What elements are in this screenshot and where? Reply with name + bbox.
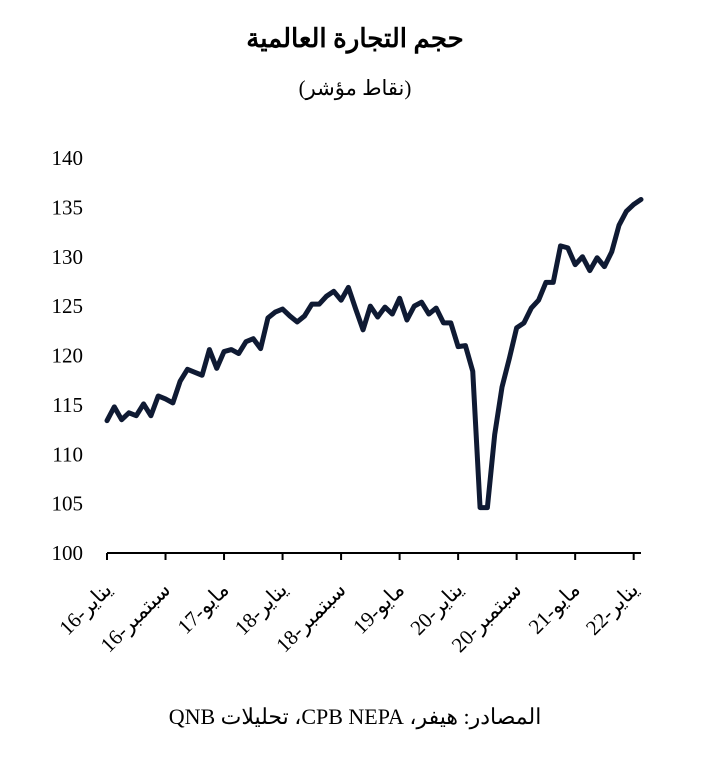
y-tick-label: 120 bbox=[52, 344, 84, 368]
y-axis-ticks: 100 105 110 115 120 125 130 135 140 bbox=[52, 146, 84, 565]
y-tick-label: 100 bbox=[52, 541, 84, 565]
x-tick-label: مايو-21 bbox=[524, 578, 586, 640]
x-tick-label: مايو-17 bbox=[173, 578, 235, 640]
y-tick-label: 125 bbox=[52, 294, 84, 318]
chart-subtitle: (نقاط مؤشر) bbox=[298, 76, 412, 100]
y-tick-label: 105 bbox=[52, 492, 84, 516]
y-tick-label: 135 bbox=[52, 195, 84, 219]
series-line bbox=[104, 196, 644, 511]
y-tick-label: 140 bbox=[52, 146, 84, 170]
source-note: المصادر: هيفر، CPB NEPA، تحليلات QNB bbox=[168, 704, 542, 729]
y-tick-label: 110 bbox=[52, 442, 83, 466]
x-tick-label: مايو-19 bbox=[348, 578, 410, 640]
y-tick-label: 115 bbox=[52, 393, 83, 417]
series-group bbox=[104, 196, 644, 511]
chart-title: حجم التجارة العالمية bbox=[246, 24, 464, 53]
x-axis-ticks: يناير-16سبتمبر-16مايو-17يناير-18سبتمبر-1… bbox=[54, 553, 644, 658]
x-tick-label: يناير-22 bbox=[581, 577, 644, 640]
y-tick-label: 130 bbox=[52, 245, 84, 269]
